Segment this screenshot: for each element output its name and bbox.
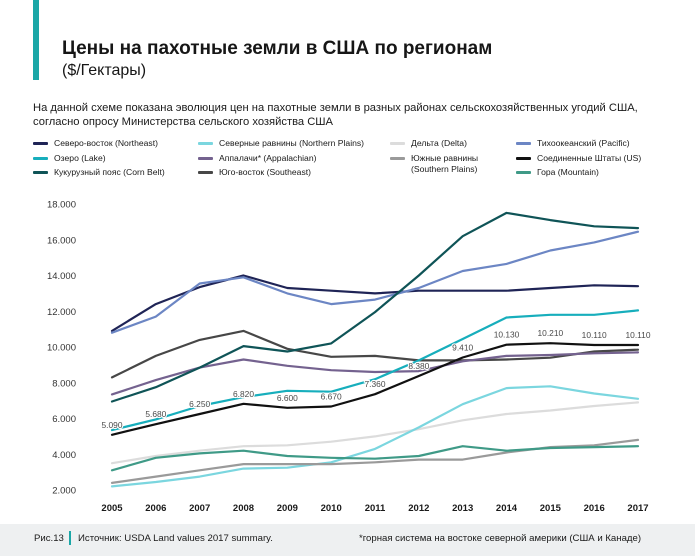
legend-item-us: Соединенные Штаты (US)	[516, 153, 641, 164]
x-tick-label: 2015	[540, 503, 562, 514]
series-line	[110, 309, 640, 432]
legend-label: Южные равнины (Southern Plains)	[411, 153, 479, 174]
footnote: *горная система на востоке северной амер…	[359, 533, 642, 544]
us-data-label: 10.110	[626, 330, 651, 340]
legend-item-corn-belt: Кукурузный пояс (Corn Belt)	[33, 167, 165, 178]
x-tick-label: 2007	[189, 503, 210, 514]
us-data-label: 10.130	[494, 330, 520, 340]
source-note: Источник: USDA Land values 2017 summary.	[78, 533, 273, 544]
series-line	[110, 230, 640, 334]
series-line	[110, 438, 640, 484]
chart-description: На данной схеме показана эволюция цен на…	[33, 102, 638, 128]
legend-swatch	[390, 157, 405, 160]
page-title: Цены на пахотные земли в США по регионам	[62, 38, 493, 59]
footer-bar	[0, 524, 695, 556]
x-tick-label: 2017	[627, 503, 648, 514]
us-data-label: 5.090	[102, 420, 123, 430]
y-tick-label: 8.000	[52, 378, 76, 389]
legend-swatch	[33, 171, 48, 174]
series-line	[110, 385, 640, 488]
legend-swatch	[516, 142, 531, 145]
legend-label: Северо-восток (Northeast)	[54, 138, 158, 148]
legend-swatch	[390, 142, 405, 145]
us-data-label: 7.360	[365, 379, 386, 389]
legend-item-appalachian: Аппалачи* (Appalachian)	[198, 153, 316, 164]
legend-swatch	[198, 157, 213, 160]
x-tick-label: 2014	[496, 503, 518, 514]
legend-label: Тихоокеанский (Pacific)	[537, 138, 630, 148]
legend-swatch	[516, 157, 531, 160]
legend-label: Гора (Mountain)	[537, 167, 599, 177]
legend-item-northern-plains: Северные равнины (Northern Plains)	[198, 138, 364, 149]
x-tick-label: 2005	[101, 503, 123, 514]
x-tick-label: 2012	[408, 503, 429, 514]
us-data-label: 6.820	[233, 389, 254, 399]
y-tick-label: 14.000	[47, 271, 76, 282]
title-accent-bar	[33, 0, 39, 80]
legend-item-northeast: Северо-восток (Northeast)	[33, 138, 158, 149]
legend-swatch	[516, 171, 531, 174]
legend-item-delta: Дельта (Delta)	[390, 138, 467, 149]
legend-label: Соединенные Штаты (US)	[537, 153, 642, 163]
x-tick-label: 2008	[233, 503, 254, 514]
legend-label: Дельта (Delta)	[411, 138, 467, 148]
legend-label: Северные равнины (Northern Plains)	[219, 138, 365, 148]
us-data-label: 6.250	[189, 399, 210, 409]
legend-swatch	[33, 157, 48, 160]
y-tick-label: 12.000	[47, 307, 76, 318]
y-tick-label: 4.000	[52, 450, 76, 461]
page-subtitle: ($/Гектары)	[62, 62, 147, 79]
x-tick-label: 2006	[145, 503, 166, 514]
x-tick-label: 2010	[321, 503, 342, 514]
legend-label: Аппалачи* (Appalachian)	[219, 153, 317, 163]
us-data-label: 10.110	[582, 330, 607, 340]
series-line	[110, 211, 640, 403]
legend-label: Юго-восток (Southeast)	[219, 167, 312, 177]
legend-swatch	[198, 142, 213, 145]
y-tick-label: 6.000	[52, 414, 76, 425]
y-tick-label: 10.000	[47, 343, 76, 354]
line-chart: 2.000 4.000 6.000 8.000 10.000 12.000 14.000 16…	[47, 200, 652, 515]
us-data-label: 8.380	[408, 361, 429, 371]
us-data-label: 9.410	[452, 343, 473, 353]
us-data-label: 6.670	[321, 392, 342, 402]
x-tick-label: 2016	[584, 503, 605, 514]
legend-label: Кукурузный пояс (Corn Belt)	[54, 167, 165, 177]
series-line	[110, 274, 640, 332]
series-line	[110, 401, 640, 465]
us-data-label: 5.680	[145, 409, 166, 419]
us-data-label: 10.210	[538, 328, 564, 338]
legend-swatch	[198, 171, 213, 174]
legend-swatch	[33, 142, 48, 145]
series-line	[110, 445, 640, 472]
x-tick-label: 2013	[452, 503, 473, 514]
y-tick-label: 16.000	[47, 235, 76, 246]
figure-separator	[69, 531, 71, 545]
legend-item-lake: Озеро (Lake)	[33, 153, 106, 164]
legend-item-mountain: Гора (Mountain)	[516, 167, 599, 178]
x-tick-label: 2011	[365, 503, 386, 514]
us-data-label: 6.600	[277, 393, 298, 403]
figure-number: Рис.13	[34, 533, 64, 544]
legend-item-pacific: Тихоокеанский (Pacific)	[516, 138, 630, 149]
legend-item-southeast: Юго-восток (Southeast)	[198, 167, 311, 178]
legend-item-southern-plains: Южные равнины (Southern Plains)	[390, 153, 491, 175]
legend-label: Озеро (Lake)	[54, 153, 106, 163]
series-line	[110, 329, 640, 379]
series-line	[110, 342, 640, 436]
x-tick-label: 2009	[277, 503, 298, 514]
y-tick-label: 18.000	[47, 200, 76, 211]
y-tick-label: 2.000	[52, 486, 76, 497]
